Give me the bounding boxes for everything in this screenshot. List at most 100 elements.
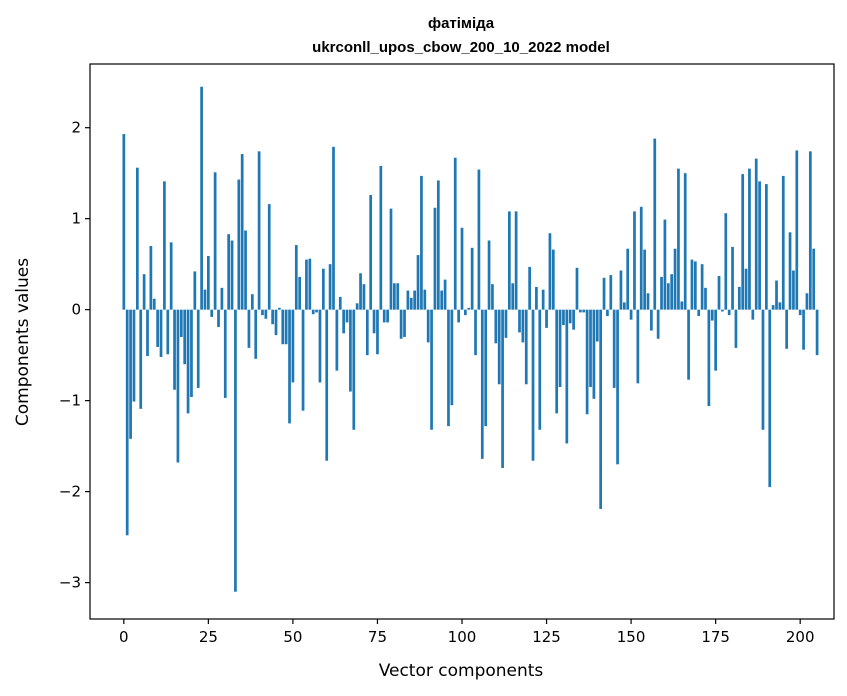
y-tick-label: −1 xyxy=(59,392,81,410)
x-axis: 0 25 50 75 100 125 150 175 200 xyxy=(119,619,815,646)
bar xyxy=(606,309,609,317)
bar xyxy=(531,309,535,461)
bar xyxy=(156,309,159,347)
bar xyxy=(781,175,785,310)
bar xyxy=(142,274,146,310)
y-tick-label: 2 xyxy=(71,119,81,137)
bar xyxy=(163,181,166,310)
bar xyxy=(748,168,751,310)
bar xyxy=(200,86,203,310)
bar xyxy=(521,309,525,343)
x-tick-label: 75 xyxy=(368,628,387,646)
bar xyxy=(805,293,809,310)
bar xyxy=(467,307,471,310)
bar xyxy=(129,309,132,439)
bar xyxy=(149,245,153,310)
bar xyxy=(802,309,805,350)
bar xyxy=(565,309,569,444)
bar xyxy=(494,309,498,344)
bar xyxy=(237,179,241,310)
bar xyxy=(376,309,379,355)
bar xyxy=(751,309,755,320)
bar xyxy=(223,309,227,398)
bar xyxy=(325,309,329,461)
bar xyxy=(257,151,261,310)
bar xyxy=(132,309,136,402)
bar xyxy=(135,167,139,310)
bar xyxy=(595,309,599,342)
bar xyxy=(122,134,126,310)
bar xyxy=(734,309,738,348)
bar xyxy=(778,302,782,310)
bar xyxy=(765,184,768,310)
bar xyxy=(416,255,420,310)
bar xyxy=(247,309,251,348)
y-tick-label: −2 xyxy=(59,483,81,501)
bar xyxy=(575,267,579,310)
bar xyxy=(217,309,220,327)
chart-title: фатіміда xyxy=(428,15,495,32)
bar xyxy=(663,219,667,310)
bar xyxy=(393,283,396,310)
bar xyxy=(660,276,663,310)
bar xyxy=(203,289,207,310)
bar xyxy=(501,309,504,468)
bar xyxy=(190,309,193,397)
bar xyxy=(622,302,626,310)
bar xyxy=(491,284,494,310)
bar xyxy=(291,309,295,383)
bar xyxy=(169,242,173,310)
y-tick-label: 0 xyxy=(71,301,81,319)
bar xyxy=(653,138,657,310)
bar xyxy=(288,309,291,424)
bar xyxy=(457,309,460,323)
bar xyxy=(518,309,521,333)
bar xyxy=(551,249,555,310)
chart-subtitle: ukrconll_upos_cbow_200_10_2022 model xyxy=(312,39,610,56)
bar xyxy=(193,271,197,310)
y-axis: −3 −2 −1 0 1 2 xyxy=(59,119,90,592)
bar xyxy=(443,279,447,310)
bar xyxy=(362,284,366,310)
bar xyxy=(264,309,268,319)
bar xyxy=(656,309,660,339)
bar xyxy=(612,309,616,388)
bar xyxy=(166,309,170,355)
bar xyxy=(271,309,274,325)
bar xyxy=(261,309,264,316)
bar xyxy=(744,268,748,310)
bar xyxy=(406,290,410,310)
bar xyxy=(524,309,528,385)
bar xyxy=(572,309,575,330)
bar xyxy=(477,169,481,310)
bar xyxy=(639,206,643,310)
bar xyxy=(278,307,281,310)
bar xyxy=(460,227,464,310)
bar xyxy=(511,283,515,310)
bar xyxy=(697,309,701,317)
bar xyxy=(761,309,765,430)
bar xyxy=(582,309,586,313)
bar xyxy=(207,255,210,310)
bar xyxy=(152,298,156,310)
x-tick-label: 50 xyxy=(283,628,302,646)
bar xyxy=(758,181,761,310)
bar xyxy=(379,165,383,310)
bar xyxy=(792,270,795,310)
bar xyxy=(311,309,315,315)
bar xyxy=(328,264,332,310)
bar xyxy=(710,309,714,321)
x-tick-label: 100 xyxy=(448,628,477,646)
bar xyxy=(504,309,508,338)
bar xyxy=(687,309,690,380)
bar xyxy=(436,180,440,310)
bar xyxy=(440,290,444,310)
bar xyxy=(480,309,484,459)
bar xyxy=(426,309,430,343)
bar xyxy=(548,233,552,310)
bar xyxy=(352,309,356,430)
bar xyxy=(409,297,413,310)
bar xyxy=(585,309,589,415)
bar xyxy=(332,146,335,310)
bar xyxy=(294,245,298,310)
